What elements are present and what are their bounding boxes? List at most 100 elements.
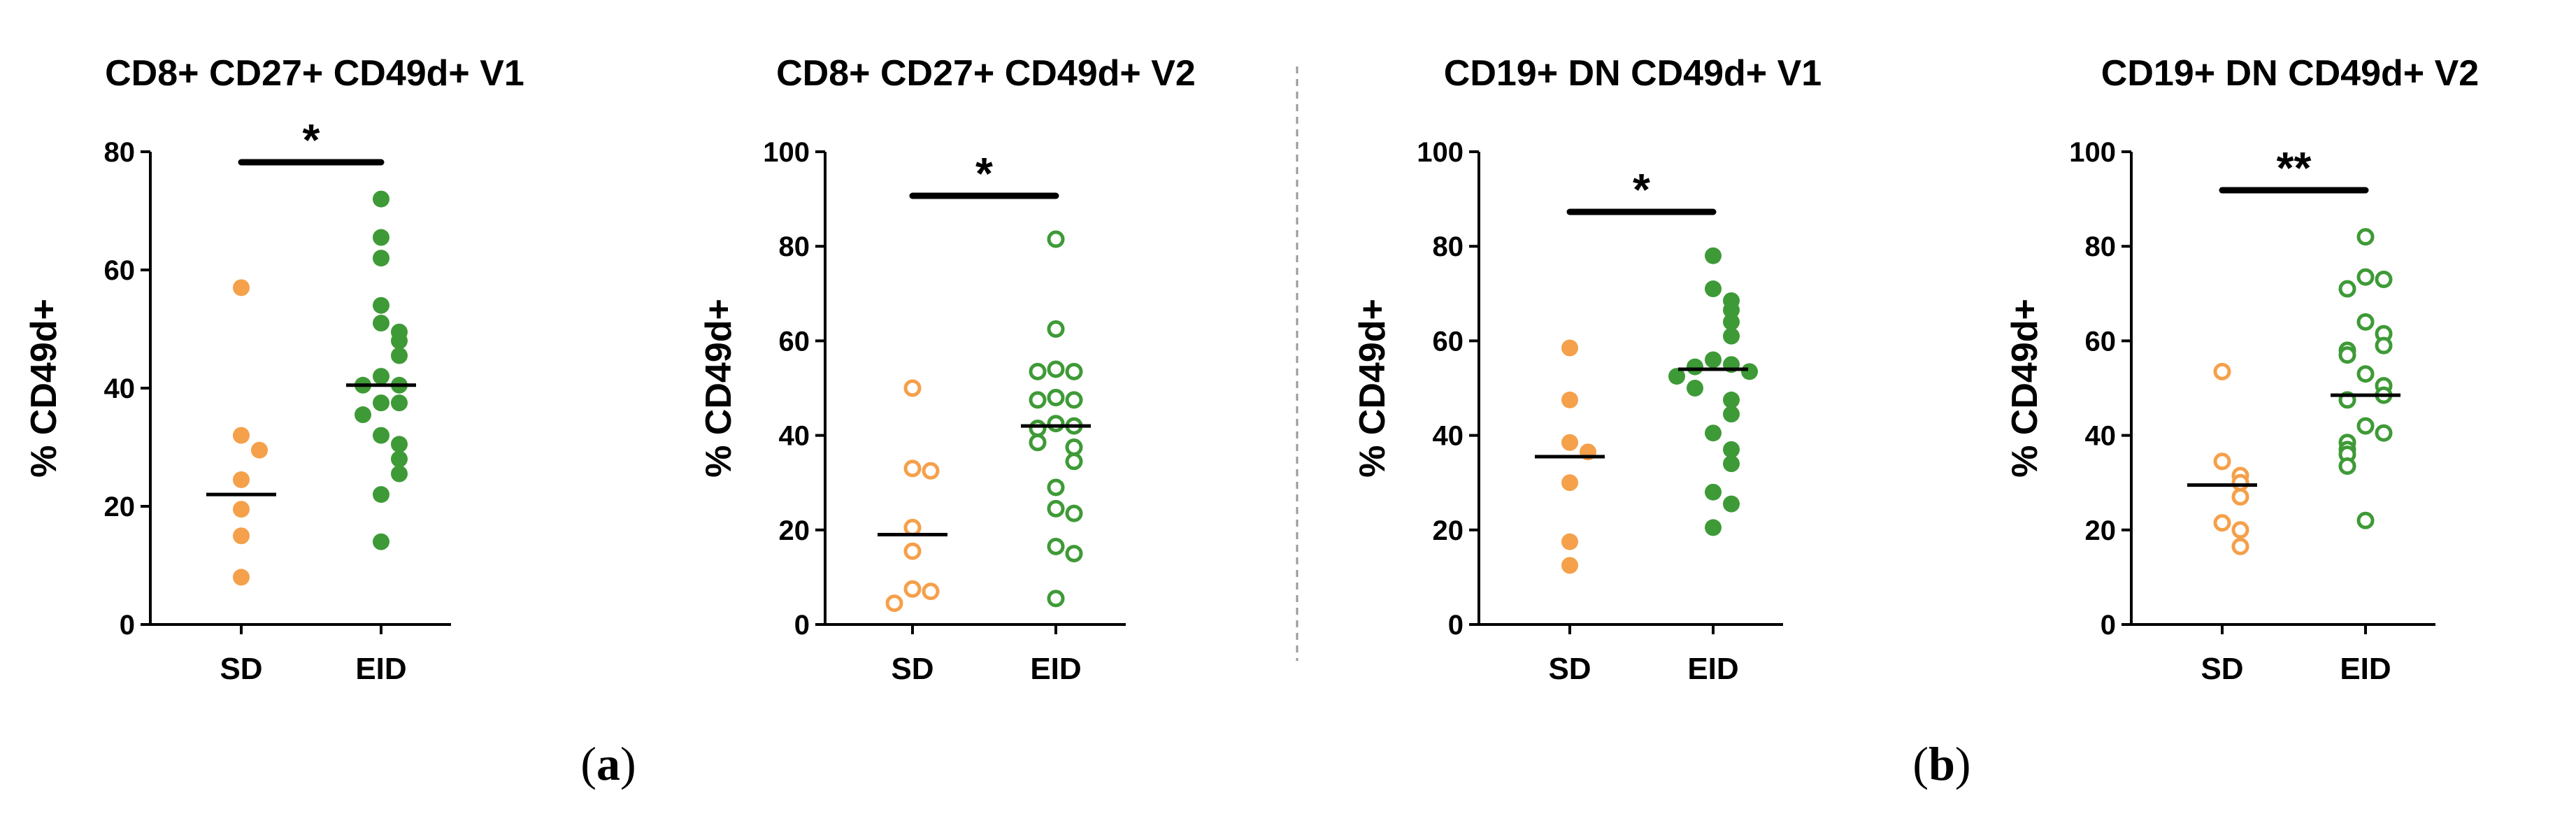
- data-point-eid: [1065, 362, 1083, 380]
- chart-1: CD8+ CD27+ CD49d+ V1 % CD49d+ 0 20 40 60 80 SD E…: [24, 53, 524, 686]
- data-point-eid: [2338, 457, 2356, 476]
- data-point-sd: [233, 527, 250, 545]
- x-tick-label: SD: [2201, 652, 2243, 686]
- data-point-sd: [233, 569, 250, 586]
- y-tick-label: 60: [2085, 326, 2117, 357]
- data-point-eid: [1723, 495, 1740, 513]
- y-tick-label: 20: [104, 492, 136, 522]
- data-point-sd: [1561, 339, 1578, 357]
- data-point-eid: [1047, 230, 1065, 248]
- x-tick-label: SD: [1548, 652, 1591, 686]
- data-point-eid: [1705, 519, 1722, 536]
- data-point-eid: [1047, 415, 1065, 433]
- data-point-sd: [1561, 533, 1578, 550]
- y-tick-label: 20: [779, 515, 810, 546]
- data-point-eid: [2375, 271, 2393, 289]
- data-point-sd: [903, 542, 922, 560]
- data-point-eid: [373, 250, 389, 267]
- data-point-eid: [1029, 419, 1047, 437]
- data-point-sd: [233, 427, 250, 444]
- data-point-eid: [1668, 368, 1685, 385]
- data-point-eid: [1687, 358, 1703, 376]
- y-tick-label: 40: [104, 373, 136, 404]
- data-point-eid: [373, 486, 389, 504]
- x-tick-label: EID: [1030, 652, 1081, 686]
- data-point-eid: [1687, 380, 1703, 397]
- significance-label: *: [303, 115, 320, 165]
- y-tick-label: 80: [1433, 231, 1464, 262]
- data-point-eid: [1723, 455, 1740, 473]
- y-tick-label: 100: [763, 137, 810, 168]
- data-point-eid: [1047, 590, 1065, 608]
- panel-label-b: (b): [1912, 737, 1970, 790]
- data-point-eid: [391, 332, 408, 350]
- data-point-eid: [2356, 417, 2375, 435]
- data-point-eid: [355, 406, 371, 424]
- chart-3: CD19+ DN CD49d+ V1 % CD49d+ 0 20 40 60 80 100 SD…: [1352, 53, 1822, 686]
- panel-label-a: (a): [580, 737, 636, 790]
- data-point-eid: [1047, 478, 1065, 497]
- data-point-sd: [1561, 557, 1578, 574]
- data-point-sd: [233, 279, 250, 297]
- y-tick-label: 20: [1433, 515, 1464, 546]
- chart-4: CD19+ DN CD49d+ V2 % CD49d+ 0 20 40 60 80 100 SD…: [2005, 53, 2479, 686]
- chart-title: CD19+ DN CD49d+ V1: [1444, 53, 1822, 94]
- data-point-eid: [1029, 434, 1047, 452]
- data-point-eid: [1723, 301, 1740, 319]
- data-point-eid: [2356, 511, 2375, 529]
- y-tick-label: 0: [2101, 610, 2116, 641]
- data-point-sd: [2231, 487, 2249, 506]
- data-point-eid: [1047, 389, 1065, 407]
- y-axis-label: % CD49d+: [24, 299, 64, 478]
- data-point-eid: [1741, 363, 1758, 380]
- y-tick-label: 40: [2085, 421, 2117, 452]
- data-point-sd: [1561, 474, 1578, 492]
- significance-label: *: [1633, 164, 1650, 215]
- x-tick-label: SD: [891, 652, 933, 686]
- x-tick-label: EID: [1687, 652, 1738, 686]
- x-tick-label: EID: [2340, 652, 2391, 686]
- data-point-sd: [903, 518, 922, 536]
- significance-label: *: [975, 148, 993, 199]
- data-point-eid: [2356, 365, 2375, 383]
- y-tick-label: 80: [2085, 231, 2117, 262]
- data-point-sd: [903, 459, 922, 478]
- data-point-sd: [251, 441, 268, 459]
- data-point-sd: [922, 583, 940, 601]
- data-point-eid: [1705, 351, 1722, 369]
- data-point-eid: [1065, 452, 1083, 471]
- data-point-eid: [373, 368, 389, 385]
- y-axis-label: % CD49d+: [2005, 299, 2045, 478]
- data-point-sd: [233, 501, 250, 518]
- data-point-eid: [373, 190, 389, 208]
- data-point-eid: [2375, 424, 2393, 442]
- data-point-sd: [233, 471, 250, 488]
- data-point-eid: [1065, 391, 1083, 409]
- data-point-sd: [903, 379, 922, 397]
- significance-label: **: [2277, 143, 2312, 193]
- data-point-eid: [373, 229, 389, 246]
- data-point-eid: [373, 297, 389, 314]
- y-tick-label: 100: [2069, 137, 2116, 168]
- y-axis-label: % CD49d+: [699, 299, 739, 478]
- data-point-eid: [2338, 346, 2356, 364]
- data-point-eid: [1723, 391, 1740, 408]
- y-tick-label: 0: [794, 610, 810, 641]
- data-point-sd: [2231, 537, 2249, 555]
- data-point-eid: [391, 465, 408, 483]
- data-point-eid: [1047, 499, 1065, 517]
- data-point-eid: [391, 394, 408, 412]
- y-tick-label: 60: [104, 255, 136, 286]
- y-tick-label: 40: [1433, 421, 1464, 452]
- x-tick-label: SD: [220, 652, 262, 686]
- data-point-eid: [2356, 268, 2375, 286]
- y-tick-label: 60: [1433, 326, 1464, 357]
- y-tick-label: 80: [779, 231, 810, 262]
- data-point-eid: [373, 315, 389, 332]
- x-tick-label: EID: [355, 652, 406, 686]
- data-point-eid: [1047, 360, 1065, 378]
- data-point-eid: [373, 394, 389, 412]
- charts: CD8+ CD27+ CD49d+ V1 % CD49d+ 0 20 40 60 80 SD E…: [24, 53, 2479, 686]
- data-point-sd: [885, 594, 903, 613]
